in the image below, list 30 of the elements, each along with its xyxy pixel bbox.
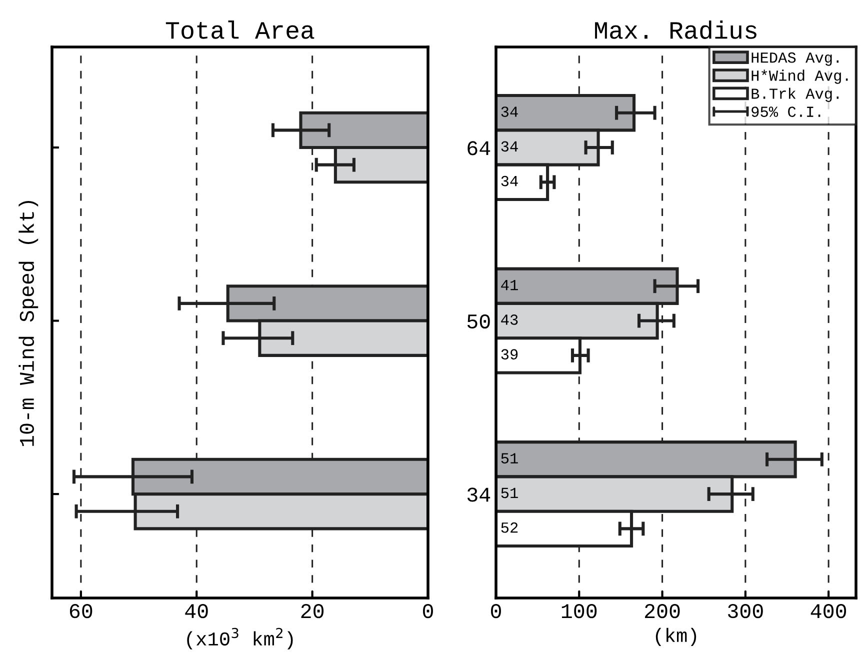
annotation: 34 [501, 141, 518, 152]
y-axis-title: 10-m Wind Speed (kt) [18, 200, 38, 446]
x-tick-label: 100 [562, 604, 597, 618]
x-tick-label: 40 [185, 604, 208, 618]
y-tick-label: 64 [468, 141, 490, 156]
x-tick-label: 200 [644, 604, 680, 618]
x-tick-label: 20 [301, 604, 324, 618]
x-tick-label: 400 [810, 604, 846, 618]
annotation: 52 [501, 522, 518, 533]
x-axis-title: (x10$^{3}$ km$^{2}$) [187, 628, 293, 650]
annotation: 51 [501, 488, 518, 498]
legend-label: HEDAS Avg. [752, 52, 839, 66]
legend-label: B.Trk Avg. [752, 88, 839, 102]
annotation: 39 [501, 349, 518, 360]
x-tick-label: 0 [423, 604, 433, 618]
annotation: 51 [501, 453, 518, 464]
annotation: 34 [501, 176, 518, 186]
y-tick-label: 50 [467, 314, 490, 329]
x-tick-label: 0 [491, 604, 501, 618]
chart-title: Max. Radius [595, 20, 756, 39]
annotation: 95% C.I. [752, 106, 820, 117]
annotation: 34 [501, 106, 518, 117]
y-tick-label: 34 [467, 488, 490, 502]
annotation: 43 [501, 314, 518, 325]
legend-label: H*Wind Avg. [752, 70, 848, 84]
x-axis-title: (km) [656, 628, 696, 646]
x-tick-label: 60 [70, 604, 92, 618]
annotation: 41 [501, 280, 518, 290]
x-tick-label: 300 [728, 604, 763, 618]
chart-title: Total Area [166, 20, 314, 39]
